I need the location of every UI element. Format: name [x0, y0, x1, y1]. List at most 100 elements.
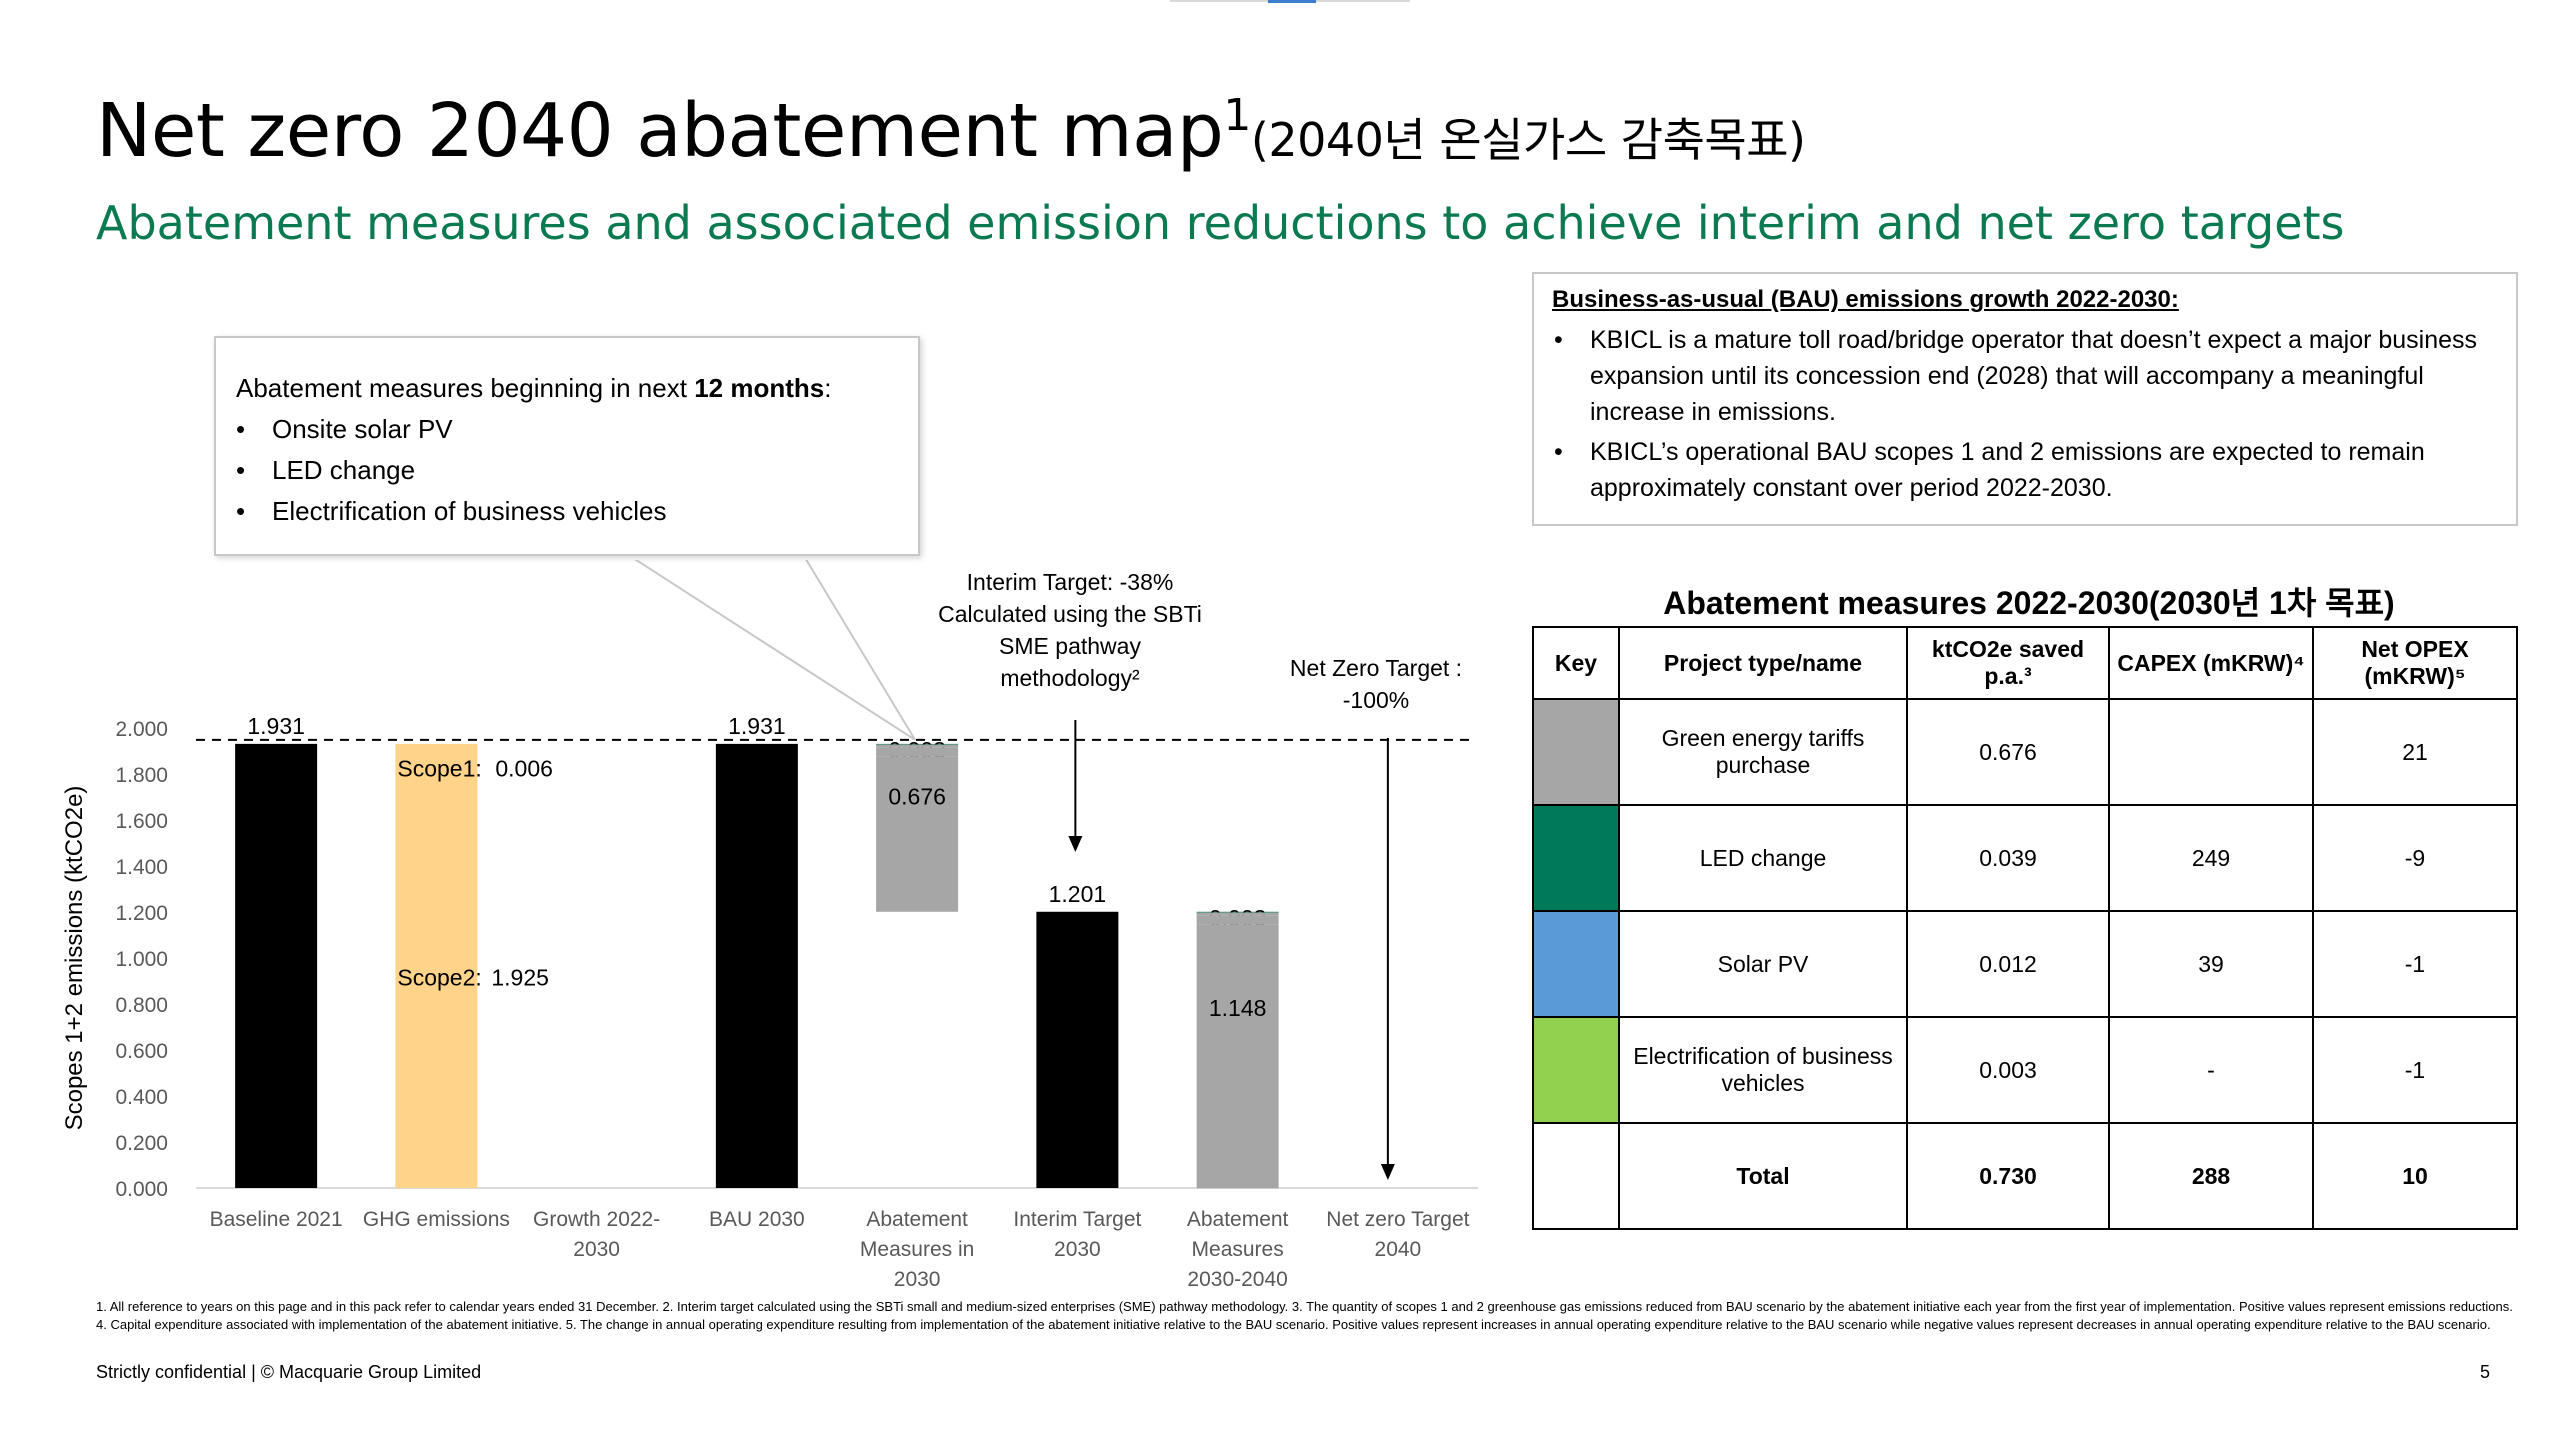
capex-value: - — [2108, 1016, 2314, 1124]
page-subtitle: Abatement measures and associated emissi… — [96, 196, 2345, 250]
x-category-label: BAU 2030 — [709, 1208, 805, 1231]
table-title: Abatement measures 2022-2030(2030년 1차 목표… — [1663, 585, 2395, 621]
capex-value — [2108, 698, 2314, 806]
table-row: LED change 0.039 249 -9 — [1532, 804, 2518, 912]
y-tick-label: 1.800 — [115, 764, 168, 787]
callout-list: Onsite solar PV LED change Electrificati… — [236, 409, 831, 532]
y-tick-label: 0.200 — [115, 1132, 168, 1155]
key-swatch — [1532, 804, 1620, 912]
abatement-waterfall-chart: Scopes 1+2 emissions (ktCO2e) 0.000 0.200 0… — [61, 560, 1478, 1291]
bau-bullet: KBICL is a mature toll road/bridge opera… — [1552, 322, 2492, 430]
total-opex: 10 — [2312, 1122, 2518, 1230]
interim-target-annotation: Calculated using the SBTi — [938, 601, 1202, 627]
abatement-segment — [876, 744, 959, 748]
y-axis-title: Scopes 1+2 emissions (ktCO2e) — [61, 786, 88, 1131]
x-category-label: Baseline 2021 — [210, 1208, 343, 1231]
key-swatch-empty — [1532, 1122, 1620, 1230]
bau-heading: Business-as-usual (BAU) emissions growth… — [1552, 286, 2179, 313]
abatement-segment — [1196, 912, 1279, 916]
saved-value: 0.039 — [1906, 804, 2110, 912]
capex-value: 249 — [2108, 804, 2314, 912]
abatement-segment-label: 0.676 — [888, 783, 946, 809]
callout-intro: Abatement measures beginning in next 12 … — [236, 368, 831, 409]
y-tick-label: 2.000 — [115, 718, 168, 741]
y-tick-label: 1.600 — [115, 810, 168, 833]
y-tick-label: 0.000 — [115, 1178, 168, 1201]
callout-pointer-left — [634, 560, 916, 741]
callout-intro-prefix: Abatement measures beginning in next — [236, 373, 695, 403]
total-label: Total — [1618, 1122, 1908, 1230]
abatement-table: Key Project type/name ktCO2e saved p.a.³… — [1532, 626, 2518, 1230]
saved-value: 0.012 — [1906, 910, 2110, 1018]
confidentiality-notice: Strictly confidential | © Macquarie Grou… — [96, 1362, 482, 1382]
total-bar-label: 1.931 — [728, 713, 786, 739]
y-tick-label: 0.400 — [115, 1086, 168, 1109]
interim-target-annotation: methodology² — [1000, 665, 1140, 691]
callout-item: LED change — [236, 450, 831, 491]
x-category-label: Interim Target — [1013, 1208, 1141, 1231]
key-swatch — [1532, 910, 1620, 1018]
interim-arrow-head — [1068, 836, 1083, 852]
project-name: Solar PV — [1618, 910, 1908, 1018]
interim-target-annotation: Interim Target: -38% — [967, 569, 1174, 595]
x-category-label: Measures — [1192, 1238, 1284, 1261]
project-name: Electrification of business vehicles — [1618, 1016, 1908, 1124]
project-name: LED change — [1618, 804, 1908, 912]
callout-pointer-right — [805, 560, 916, 741]
project-name: Green energy tariffs purchase — [1618, 698, 1908, 806]
header-project: Project type/name — [1618, 626, 1908, 700]
scope1-value: 0.006 — [495, 755, 553, 781]
callout-intro-suffix: : — [824, 373, 832, 403]
callout-item: Electrification of business vehicles — [236, 491, 831, 532]
y-tick-label: 1.400 — [115, 856, 168, 879]
x-category-label: Abatement — [1187, 1208, 1289, 1231]
opex-value: -1 — [2312, 1016, 2518, 1124]
total-capex: 288 — [2108, 1122, 2314, 1230]
x-category-label: 2030-2040 — [1187, 1268, 1287, 1291]
netzero-target-annotation: -100% — [1343, 687, 1409, 713]
total-bar-label: 1.931 — [247, 713, 305, 739]
x-category-label: 2030 — [573, 1238, 620, 1261]
key-swatch — [1532, 698, 1620, 806]
abatement-segment — [876, 743, 959, 745]
abatement-segment — [1196, 924, 1279, 1189]
x-category-label: Abatement — [866, 1208, 968, 1231]
title-korean: (2040년 온실가스 감축목표) — [1250, 113, 1806, 167]
y-tick-label: 0.800 — [115, 994, 168, 1017]
title-main: Net zero 2040 abatement map — [96, 88, 1224, 174]
top-indicator-active — [1268, 0, 1316, 3]
interim-target-annotation: SME pathway — [999, 633, 1141, 659]
abatement-segment — [876, 756, 959, 912]
table-row: Solar PV 0.012 39 -1 — [1532, 910, 2518, 1018]
netzero-arrow-head — [1380, 1164, 1395, 1180]
total-saved: 0.730 — [1906, 1122, 2110, 1230]
x-category-label: Measures in — [860, 1238, 974, 1261]
table-row: Green energy tariffs purchase 0.676 21 — [1532, 698, 2518, 806]
opex-value: 21 — [2312, 698, 2518, 806]
saved-value: 0.676 — [1906, 698, 2110, 806]
callout-item: Onsite solar PV — [236, 409, 831, 450]
page-number: 5 — [2480, 1362, 2491, 1382]
header-opex: Net OPEX (mKRW)⁵ — [2312, 626, 2518, 700]
total-bar-label: 1.201 — [1049, 881, 1107, 907]
total-bar — [1036, 911, 1119, 1188]
table-total-row: Total 0.730 288 10 — [1532, 1122, 2518, 1230]
bau-bullets: KBICL is a mature toll road/bridge opera… — [1552, 322, 2492, 510]
saved-value: 0.003 — [1906, 1016, 2110, 1124]
callout-box: Abatement measures beginning in next 12 … — [214, 336, 920, 556]
abatement-segment — [876, 747, 959, 757]
scope2-value: 1.925 — [491, 965, 549, 991]
footnotes: 1. All reference to years on this page a… — [96, 1299, 2513, 1332]
total-bar — [715, 743, 798, 1188]
opex-value: -9 — [2312, 804, 2518, 912]
ghg-emissions-bar — [395, 743, 478, 1188]
opex-value: -1 — [2312, 910, 2518, 1018]
abatement-segment — [1196, 911, 1279, 913]
table-row: Electrification of business vehicles 0.0… — [1532, 1016, 2518, 1124]
scope2-label: Scope2: — [397, 965, 481, 991]
header-saved: ktCO2e saved p.a.³ — [1906, 626, 2110, 700]
y-tick-label: 0.600 — [115, 1040, 168, 1063]
header-capex: CAPEX (mKRW)⁴ — [2108, 626, 2314, 700]
abatement-segment-label: 1.148 — [1209, 995, 1267, 1021]
scope1-label: Scope1: — [397, 755, 481, 781]
